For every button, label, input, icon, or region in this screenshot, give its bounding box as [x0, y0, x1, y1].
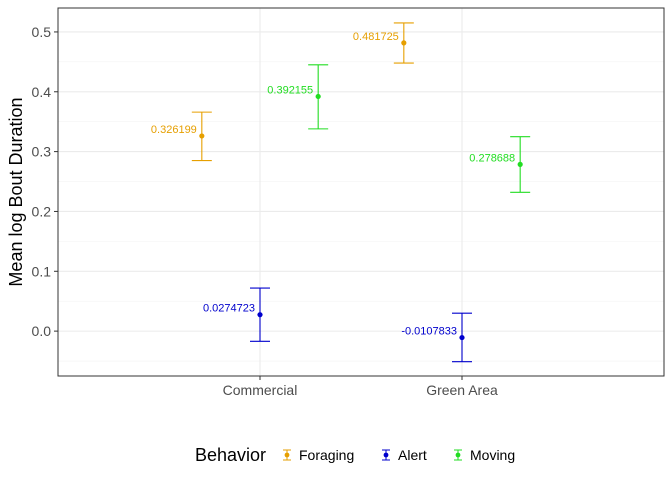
data-point [517, 161, 523, 167]
grid-lines [58, 8, 664, 376]
legend-key-point [455, 452, 461, 458]
legend-label: Alert [398, 447, 427, 463]
legend-title: Behavior [195, 445, 266, 465]
legend-label: Moving [470, 447, 515, 463]
legend: Behavior Foraging Alert Moving [195, 445, 515, 465]
data-label: 0.278688 [469, 152, 515, 164]
legend-key-point [284, 452, 290, 458]
data-point [401, 40, 407, 46]
legend-item-foraging: Foraging [283, 447, 354, 463]
y-tick-label: 0.3 [32, 144, 52, 160]
data-point [315, 93, 321, 100]
legend-label: Foraging [299, 447, 354, 463]
data-label: 0.481725 [353, 31, 399, 43]
y-tick-label: 0.0 [32, 323, 52, 339]
data-label: 0.326199 [151, 124, 197, 136]
legend-item-alert: Alert [382, 447, 427, 463]
series-alert: 0.0274723 -0.0107833 [203, 287, 472, 363]
data-point [199, 133, 205, 139]
x-axis: Commercial Green Area [223, 376, 498, 398]
data-label: 0.0274723 [203, 303, 255, 315]
y-tick-label: 0.5 [32, 24, 52, 40]
y-tick-label: 0.4 [32, 84, 52, 100]
legend-key-point [383, 452, 389, 458]
y-axis: 0.0 0.1 0.2 0.3 0.4 0.5 [32, 24, 58, 339]
series-layer: 0.326199 0.481725 0.0274723 -0.0107833 0.392… [151, 22, 531, 363]
y-axis-title: Mean log Bout Duration [6, 97, 26, 286]
x-tick-label: Green Area [426, 382, 498, 398]
y-tick-label: 0.1 [32, 263, 52, 279]
data-label: -0.0107833 [401, 326, 457, 338]
y-tick-label: 0.2 [32, 203, 52, 219]
series-foraging: 0.326199 0.481725 [151, 22, 414, 162]
series-moving: 0.392155 0.278688 [267, 64, 531, 193]
x-tick-label: Commercial [223, 382, 298, 398]
data-label: 0.392155 [267, 84, 313, 96]
data-point [257, 312, 263, 318]
panel-border [57, 7, 665, 377]
data-point [459, 334, 465, 341]
legend-item-moving: Moving [454, 447, 515, 463]
